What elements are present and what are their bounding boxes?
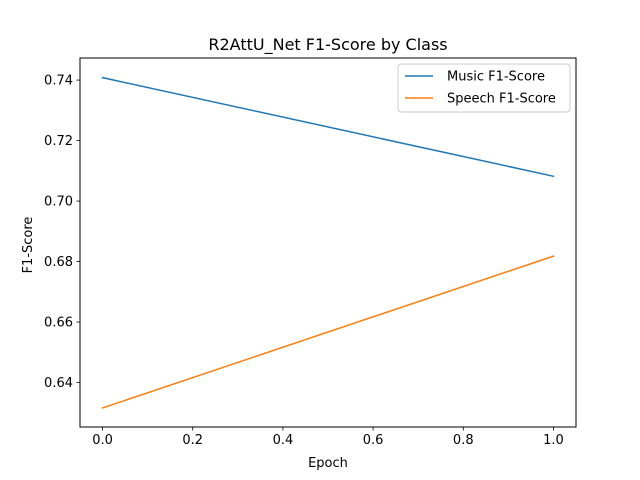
- legend-label-0: Music F1-Score: [447, 70, 545, 85]
- y-axis-ticks: 0.64 0.66 0.68 0.70 0.72 0.74: [44, 74, 80, 391]
- x-axis-label: Epoch: [308, 456, 348, 471]
- x-tick-label: 0.0: [92, 433, 113, 448]
- x-axis-ticks: 0.0 0.2 0.4 0.6 0.8 1.0: [92, 427, 564, 448]
- y-tick-label: 0.66: [44, 316, 73, 331]
- axes-frame: [79, 57, 577, 428]
- legend-box: [397, 63, 571, 113]
- x-tick-label: 0.2: [182, 433, 203, 448]
- y-tick-label: 0.72: [44, 134, 73, 149]
- series-lines: [101, 76, 555, 409]
- legend-label-1: Speech F1-Score: [447, 92, 556, 107]
- x-tick-label: 1.0: [543, 433, 564, 448]
- chart-title: R2AttU_Net F1-Score by Class: [208, 35, 447, 55]
- plot-area: [79, 57, 577, 428]
- x-tick-label: 0.6: [363, 433, 384, 448]
- y-tick-label: 0.70: [44, 195, 73, 210]
- y-tick-label: 0.68: [44, 255, 73, 270]
- series-line-0: [101, 76, 555, 178]
- y-tick-label: 0.64: [44, 376, 73, 391]
- series-line-1: [101, 255, 555, 409]
- legend: Music F1-Score Speech F1-Score: [397, 63, 571, 113]
- legend-entries: Music F1-Score Speech F1-Score: [405, 70, 556, 107]
- y-axis-label: F1-Score: [21, 217, 36, 274]
- x-tick-label: 0.8: [453, 433, 474, 448]
- y-tick-label: 0.74: [44, 74, 73, 89]
- x-tick-label: 0.4: [273, 433, 294, 448]
